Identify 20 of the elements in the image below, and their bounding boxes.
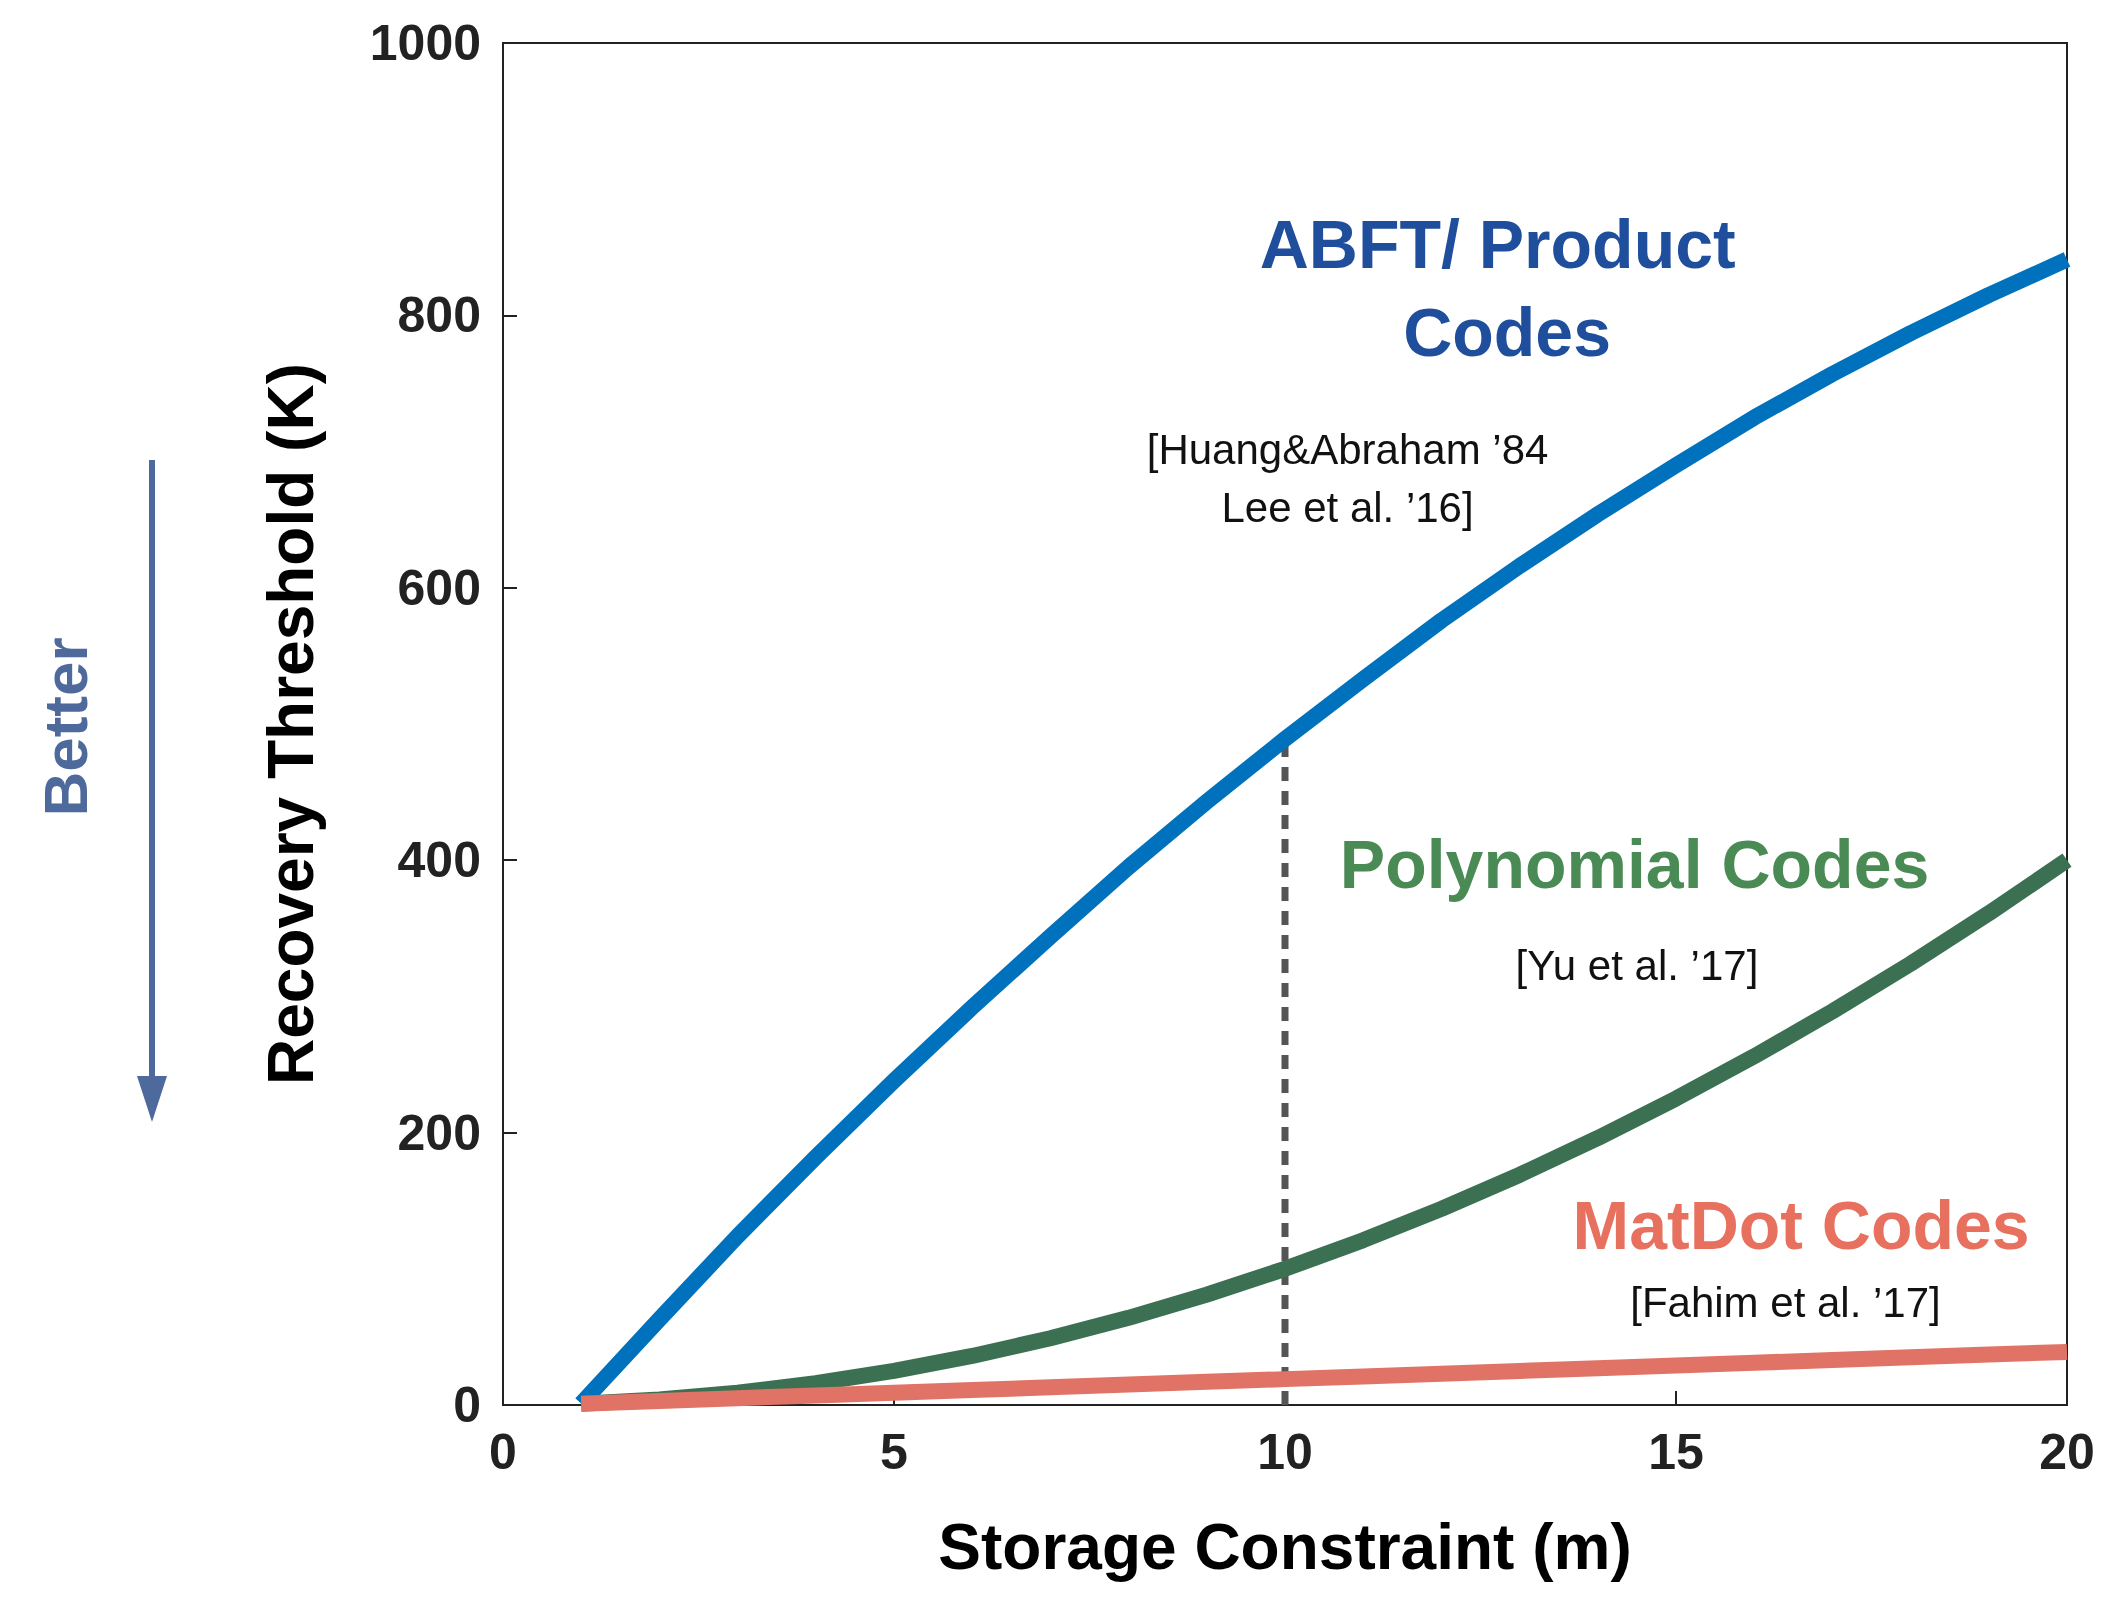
x-tick-label: 10	[1257, 1424, 1313, 1480]
x-tick-label: 0	[489, 1424, 517, 1480]
series-label: Polynomial Codes	[1339, 826, 1930, 903]
y-tick-label: 400	[397, 832, 481, 889]
y-tick-label: 0	[453, 1377, 481, 1433]
x-tick-label: 20	[2039, 1424, 2095, 1480]
series-label: MatDot Codes	[1572, 1187, 2030, 1264]
y-tick-label: 200	[397, 1104, 481, 1161]
annotation: [Yu et al. ’17]	[1515, 941, 1759, 989]
x-tick-label: 5	[880, 1424, 908, 1480]
annotation: [Huang&Abraham ’84 Lee et al. ’16]	[1146, 426, 1549, 532]
y-tick-label: 600	[397, 559, 481, 616]
annotation: [Fahim et al. ’17]	[1630, 1279, 1941, 1327]
text: Better	[30, 636, 100, 819]
x-axis-title: Storage Constraint (m)	[938, 1511, 1632, 1583]
y-tick-label: 800	[397, 287, 481, 344]
x-tick-label: 15	[1648, 1424, 1704, 1480]
series-label: ABFT/ Product Codes	[1259, 206, 1755, 371]
y-axis-title: Recovery Threshold (K)	[255, 363, 327, 1085]
y-tick-label: 1000	[369, 15, 481, 71]
